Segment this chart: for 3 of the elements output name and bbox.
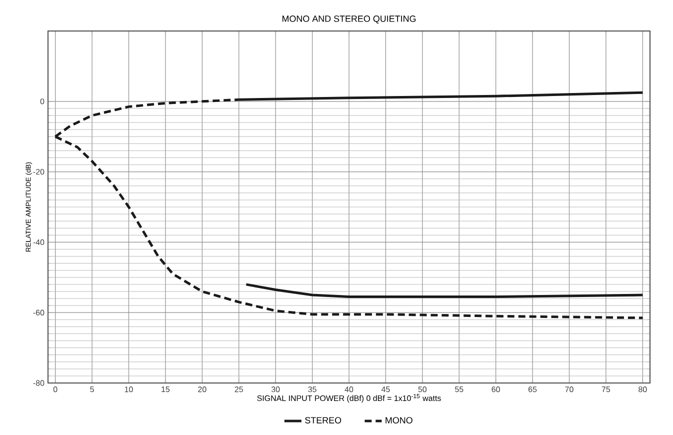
legend-label: MONO xyxy=(386,417,412,424)
chart-title: MONO AND STEREO QUIETING xyxy=(282,16,416,24)
legend-label: STEREO xyxy=(305,417,342,424)
